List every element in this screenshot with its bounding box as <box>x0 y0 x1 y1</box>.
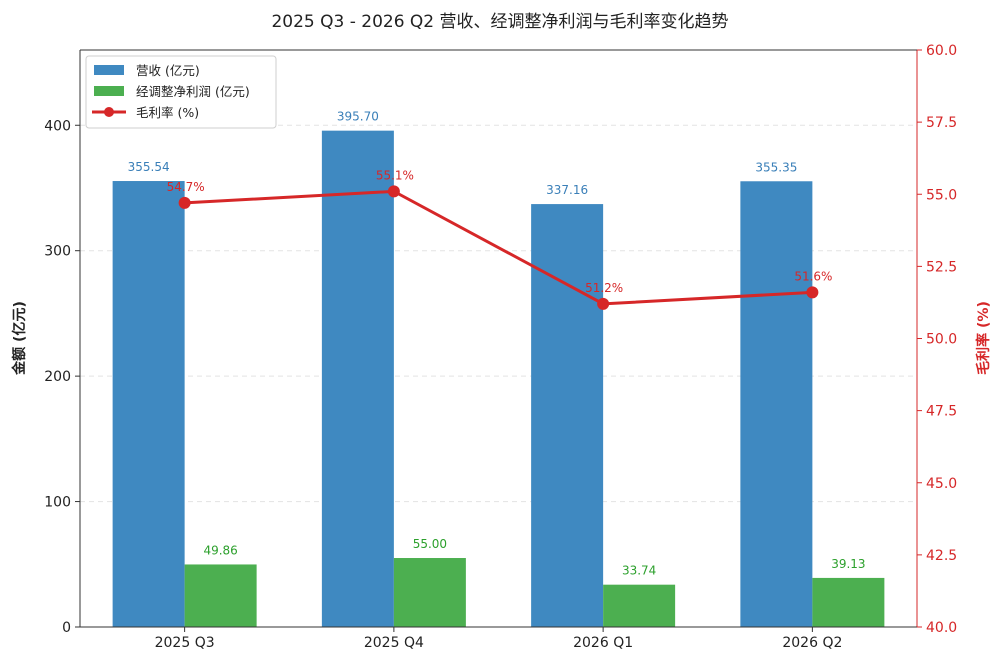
data-label-revenue: 355.35 <box>755 160 797 174</box>
data-labels-group: 355.54 395.70 337.16 355.35 49.86 55.00 33.74 3… <box>128 110 866 578</box>
data-label-adjusted-net-profit: 39.13 <box>831 557 865 571</box>
y-tick-label-left: 200 <box>44 369 71 385</box>
x-tick-label: 2025 Q3 <box>155 635 215 651</box>
legend-label-gross-margin: 毛利率 (%) <box>136 105 199 120</box>
data-label-gross-margin: 54.7% <box>167 180 205 194</box>
y-tick-label-right: 45.0 <box>926 476 957 492</box>
x-tick-label: 2025 Q4 <box>364 635 424 651</box>
data-label-adjusted-net-profit: 55.00 <box>413 537 447 551</box>
y-axis-label-right: 毛利率 (%) <box>975 301 992 375</box>
y-tick-label-right: 57.5 <box>926 115 957 131</box>
x-tick-label: 2026 Q1 <box>573 635 633 651</box>
legend-swatch-adjusted-net-profit <box>94 86 124 96</box>
data-label-revenue: 355.54 <box>128 160 170 174</box>
data-label-adjusted-net-profit: 33.74 <box>622 564 656 578</box>
gross-margin-point <box>806 286 819 299</box>
legend-marker-gross-margin <box>104 107 114 117</box>
y-tick-label-left: 0 <box>62 620 71 636</box>
y-tick-label-left: 100 <box>44 495 71 511</box>
y-axis-label-left: 金额 (亿元) <box>11 301 28 376</box>
gross-margin-line <box>184 189 813 306</box>
legend-box <box>85 55 277 129</box>
data-label-revenue: 337.16 <box>546 183 588 197</box>
gross-margin-point <box>387 185 400 198</box>
bar-revenue <box>531 204 604 627</box>
line-group <box>178 185 819 310</box>
x-tick-label: 2026 Q2 <box>782 635 842 651</box>
y-tick-label-right: 52.5 <box>926 259 957 275</box>
data-label-gross-margin: 51.2% <box>585 281 623 295</box>
bar-adjusted-net-profit <box>812 577 885 627</box>
gross-margin-point <box>597 297 610 310</box>
y-tick-label-right: 47.5 <box>926 404 957 420</box>
chart-title: 2025 Q3 - 2026 Q2 营收、经调整净利润与毛利率变化趋势 <box>271 12 728 32</box>
bars-group <box>112 130 885 627</box>
bar-adjusted-net-profit <box>393 558 466 627</box>
bar-revenue <box>112 181 185 627</box>
legend: 营收 (亿元) 经调整净利润 (亿元) 毛利率 (%) <box>85 55 277 129</box>
axes-group: 0 100 200 300 400 40.0 42.5 45.0 47.5 50.0 52.5 55.… <box>44 43 957 651</box>
data-label-revenue: 395.70 <box>337 110 379 124</box>
y-tick-label-right: 42.5 <box>926 548 957 564</box>
bar-adjusted-net-profit <box>184 564 257 627</box>
data-label-gross-margin: 55.1% <box>376 168 414 182</box>
y-tick-label-right: 40.0 <box>926 620 957 636</box>
y-tick-label-left: 300 <box>44 244 71 260</box>
legend-label-adjusted-net-profit: 经调整净利润 (亿元) <box>136 84 250 99</box>
y-tick-label-right: 50.0 <box>926 332 957 348</box>
legend-swatch-revenue <box>94 65 124 75</box>
bar-revenue <box>321 130 394 627</box>
y-tick-label-right: 60.0 <box>926 43 957 59</box>
legend-label-revenue: 营收 (亿元) <box>136 63 200 78</box>
data-label-gross-margin: 51.6% <box>794 269 832 283</box>
bar-revenue <box>740 181 813 627</box>
y-tick-label-left: 400 <box>44 118 71 134</box>
y-tick-label-right: 55.0 <box>926 187 957 203</box>
data-label-adjusted-net-profit: 49.86 <box>203 543 237 557</box>
gross-margin-point <box>178 196 191 209</box>
bar-adjusted-net-profit <box>603 584 676 627</box>
